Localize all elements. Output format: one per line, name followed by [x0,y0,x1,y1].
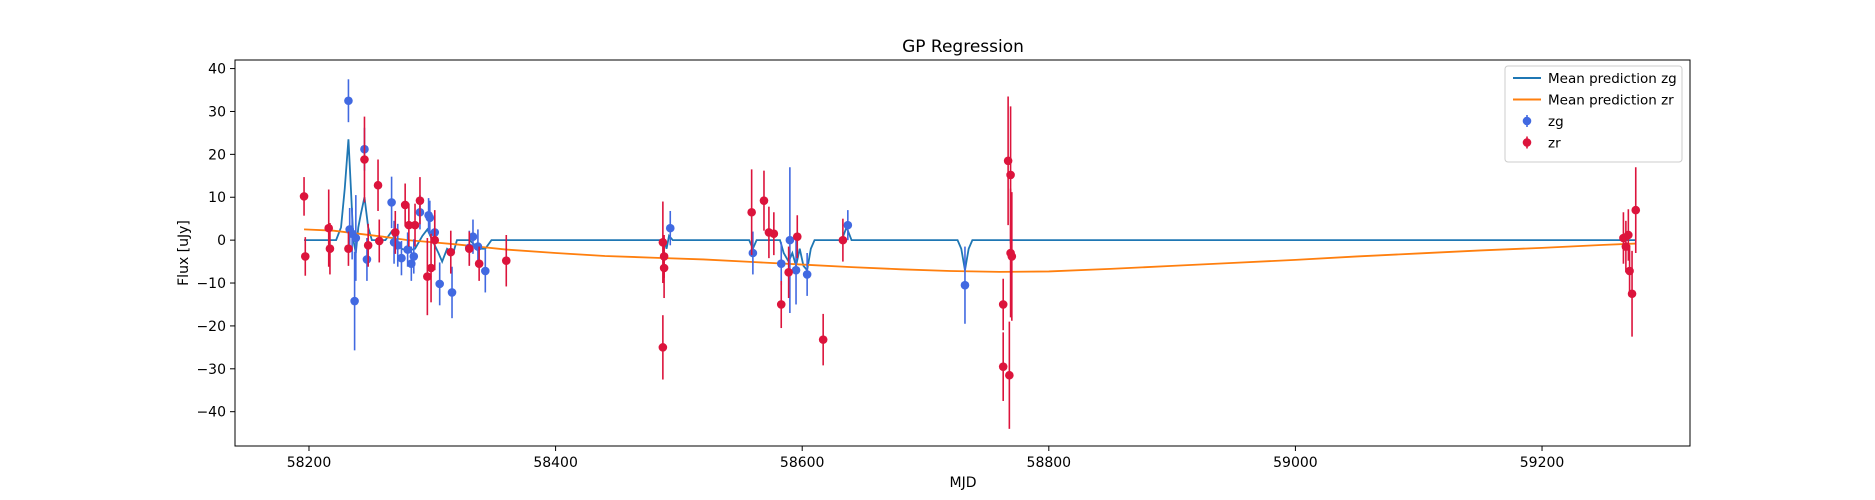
data-point-zr [426,263,436,273]
data-point-zg [802,270,812,279]
data-point-zg [350,296,359,306]
data-point-zr [410,220,420,230]
x-axis-label: MJD [950,475,977,491]
data-point-zr [430,235,440,245]
data-point-zr [818,335,828,344]
data-point-zr [344,244,353,254]
plot-area-frame [234,59,1691,447]
data-point-zg [843,220,853,230]
y-tick-label: 0 [217,233,226,249]
x-tick-label: 58200 [287,455,332,471]
data-point-zr [324,223,334,233]
data-point-zg [397,253,406,263]
legend-swatch-zg [1522,116,1532,126]
x-axis: 58200 58400 58600 58800 59000 59200 [287,446,1565,471]
data-point-zr [776,300,786,309]
data-point-zr [390,228,400,237]
legend: Mean prediction zg Mean prediction zr zg zr [1504,65,1683,163]
data-point-zr [415,196,425,205]
data-point-zg [481,266,490,276]
legend-label-zr: zr [1548,136,1561,152]
data-point-zg [447,288,457,297]
y-tick-label: −20 [196,319,226,335]
data-point-zg [748,248,758,258]
y-axis-label: Flux [uJy] [176,220,192,286]
x-tick-label: 58600 [780,455,825,471]
data-point-zr [1006,170,1015,180]
data-point-zr [404,220,414,230]
data-point-zr [1627,289,1637,299]
data-point-zr [998,300,1008,309]
legend-label-mean-prediction-zg: Mean prediction zg [1548,71,1677,87]
data-point-zg [468,232,478,242]
data-point-zr [400,200,410,210]
data-point-zr [464,244,474,254]
data-point-zr [769,229,779,238]
data-point-zr [998,362,1008,371]
data-point-zr [747,207,756,217]
x-tick-label: 58400 [533,455,578,471]
y-axis: −40 −30 −20 −10 0 10 20 30 40 [196,62,235,421]
data-point-zr [784,268,793,277]
data-point-zr [658,343,668,352]
data-point-zg [387,198,396,207]
series-line-mean-prediction-zg [304,139,1636,273]
data-point-zg [473,242,483,251]
data-point-zr [300,252,310,261]
x-tick-label: 58800 [1027,455,1072,471]
data-point-zr [299,192,309,201]
series-line-mean-prediction-zr [304,228,1636,273]
data-point-zr [373,180,383,190]
data-point-zr [325,244,335,254]
data-point-zr [1631,205,1641,215]
legend-label-mean-prediction-zr: Mean prediction zr [1548,93,1674,109]
data-point-zg [362,255,372,264]
y-tick-label: 10 [208,190,226,206]
data-point-zg [776,259,786,269]
y-tick-label: 20 [208,147,226,163]
data-point-zr [374,236,384,246]
y-tick-label: −40 [196,405,226,421]
data-point-zg [785,235,795,245]
chart-title: GP Regression [902,37,1024,57]
data-point-zr [474,259,484,269]
data-point-zg [403,245,412,254]
data-point-zr [759,196,769,205]
legend-swatch-zr [1522,138,1532,147]
data-point-zr [360,155,369,164]
data-point-zg [960,280,970,290]
legend-box [1504,65,1683,163]
data-point-zg [665,223,675,233]
data-point-zg [344,96,353,106]
data-point-zr [792,232,802,242]
data-point-zr [659,263,669,273]
data-point-zg [435,279,444,289]
data-point-zg [791,265,801,275]
data-point-zr [423,272,432,281]
data-point-zr [363,240,373,250]
data-point-zr [446,247,456,257]
data-point-zr [1007,252,1017,261]
data-point-zr [1005,370,1014,380]
y-tick-label: −30 [196,362,226,378]
data-point-zg [409,252,419,261]
data-point-zr [1624,230,1633,240]
data-point-zg [425,213,435,223]
data-point-zg [351,233,361,243]
x-tick-label: 59200 [1520,455,1565,471]
data-point-zr [658,237,668,247]
legend-label-zg: zg [1548,114,1564,130]
y-tick-label: 30 [208,104,226,120]
y-tick-label: 40 [208,62,226,78]
y-tick-label: −10 [196,276,226,292]
x-tick-label: 59000 [1273,455,1318,471]
data-point-zr [501,256,511,266]
data-point-zr [838,235,848,245]
